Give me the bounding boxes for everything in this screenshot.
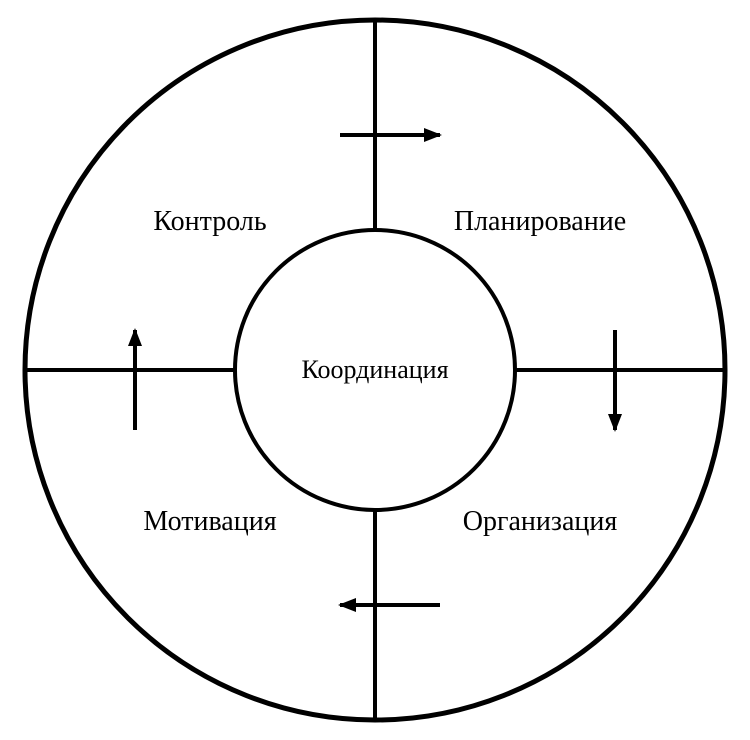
quadrant-label-bottom-right: Организация — [463, 506, 618, 537]
center-label: Координация — [301, 355, 448, 384]
quadrant-label-top-right: Планирование — [454, 206, 626, 237]
quadrant-label-bottom-left: Мотивация — [143, 506, 276, 537]
management-cycle-diagram: Координация Контроль Планирование Мотива… — [0, 0, 750, 740]
quadrant-label-top-left: Контроль — [153, 206, 266, 237]
